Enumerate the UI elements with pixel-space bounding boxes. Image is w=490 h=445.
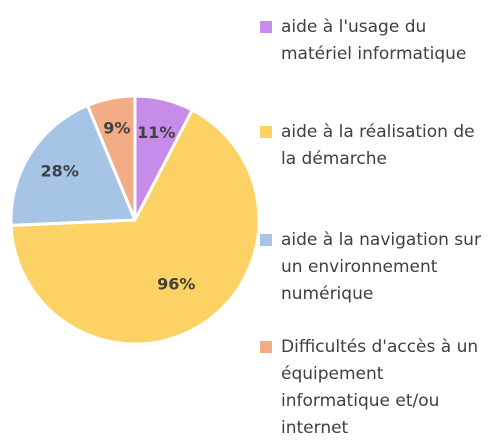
pie-label-navigation-numerique: 28%: [41, 162, 79, 181]
legend-swatch-realisation-demarche: [260, 126, 272, 138]
legend-item-realisation-demarche: aide à la réalisation de la démarche: [260, 119, 488, 173]
pie-slice-acces-equipement: [86, 94, 137, 222]
legend: aide à l'usage du matériel informatique …: [260, 0, 488, 445]
legend-swatch-usage-materiel: [260, 21, 272, 33]
legend-item-usage-materiel: aide à l'usage du matériel informatique: [260, 14, 488, 68]
legend-item-acces-equipement: Difficultés d'accès à un équipement info…: [260, 334, 488, 442]
pie-label-acces-equipement: 9%: [103, 118, 130, 137]
legend-swatch-acces-equipement: [260, 341, 272, 353]
legend-label-navigation-numerique: aide à la navigation sur un environnemen…: [281, 230, 481, 304]
pie-label-realisation-demarche: 96%: [157, 274, 195, 293]
pie-chart: 11% 96% 28% 9%: [9, 94, 260, 346]
legend-label-acces-equipement: Difficultés d'accès à un équipement info…: [281, 337, 479, 438]
pie-slice-navigation-numerique: [9, 103, 137, 227]
pie-label-usage-materiel: 11%: [137, 123, 175, 142]
pie-slice-realisation-demarche: [9, 108, 260, 346]
legend-swatch-navigation-numerique: [260, 234, 272, 246]
legend-label-usage-materiel: aide à l'usage du matériel informatique: [281, 17, 467, 64]
legend-item-navigation-numerique: aide à la navigation sur un environnemen…: [260, 227, 488, 308]
legend-label-realisation-demarche: aide à la réalisation de la démarche: [281, 122, 475, 169]
